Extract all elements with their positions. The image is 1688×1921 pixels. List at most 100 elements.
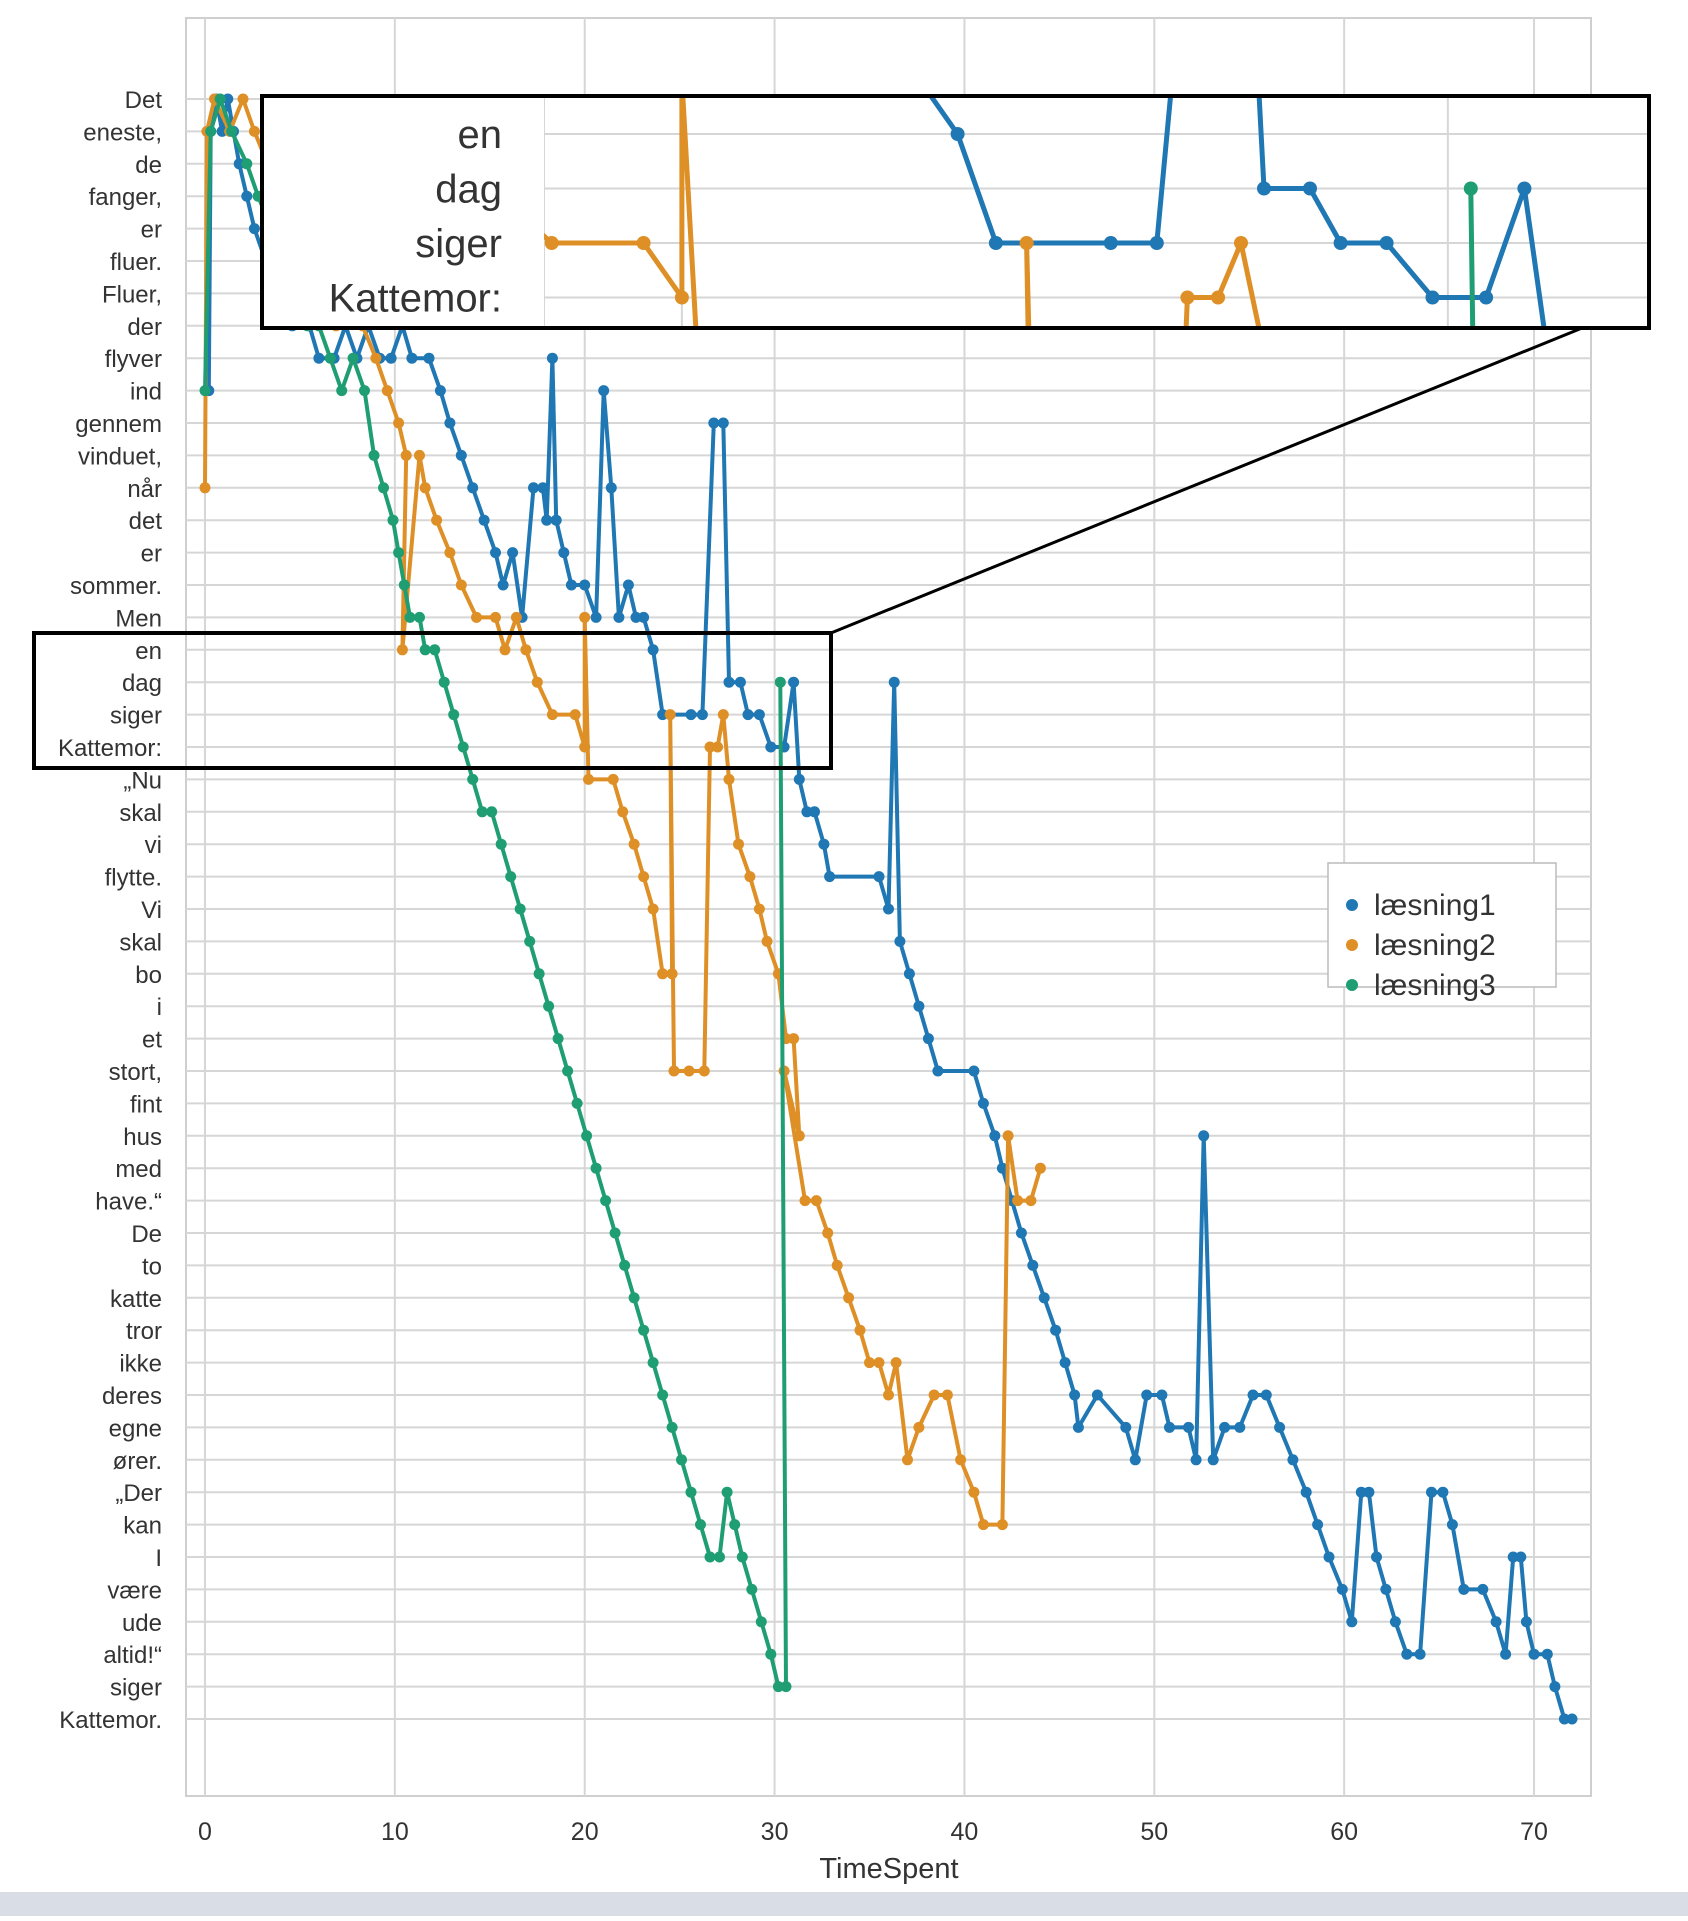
data-point [455,449,467,461]
data-point [406,352,418,364]
data-point [1515,1551,1527,1563]
data-point [524,935,536,947]
data-point [510,611,522,623]
data-point [753,709,765,721]
inset-data-point [1211,290,1226,305]
data-point [486,806,498,818]
y-tick-label: med [115,1156,162,1183]
data-point [1287,1454,1299,1466]
inset-word-label: siger [415,222,502,266]
data-point [809,806,820,818]
data-point [854,1324,866,1336]
y-tick-label: fluer. [110,249,162,276]
data-point [996,1162,1008,1174]
y-tick-label: flytte. [105,865,162,892]
inset-word-label: Kattemor: [329,277,502,321]
x-tick-label: 40 [951,1818,979,1846]
data-point [457,741,469,753]
data-point [668,1065,680,1077]
data-point [1446,1519,1458,1531]
data-point [1069,1389,1081,1401]
data-point [717,417,729,429]
data-point [478,514,490,526]
data-point [1458,1583,1470,1595]
data-point [546,352,558,364]
series-layer [199,93,1578,1725]
x-tick-label: 60 [1330,1818,1358,1846]
data-point [996,1519,1008,1531]
inset-data-point [32,127,46,141]
data-point [237,93,249,105]
data-point [922,1033,934,1045]
zoom-highlight-box [32,631,833,770]
data-point [476,806,488,818]
data-point [1520,1616,1532,1628]
y-tick-label: der [127,314,162,341]
y-tick-label: egne [109,1415,162,1442]
data-point [843,1292,855,1304]
data-point [619,1259,631,1271]
data-point [1380,1583,1392,1595]
y-tick-label: „Der [115,1480,162,1507]
y-tick-label: siger [110,1675,162,1702]
data-point [774,676,786,688]
series-læsning2 [199,93,1046,1531]
data-point [414,449,425,461]
data-point [622,579,634,591]
inset-data-point [988,236,1003,250]
data-point [1190,1454,1202,1466]
y-tick-label: et [142,1027,162,1054]
y-tick-label: De [131,1221,162,1248]
data-point [558,547,570,559]
inset-data-point [1234,236,1248,250]
data-point [1336,1583,1348,1595]
inset-data-point [1379,236,1394,250]
y-tick-label: ude [122,1610,162,1637]
y-tick-label: Kattemor. [59,1707,162,1734]
legend-marker [1346,939,1358,951]
data-point [248,223,260,235]
data-point [495,838,507,850]
data-point [864,1357,875,1369]
y-tick-label: flyver [105,346,162,373]
inset-word-label: en [458,113,503,157]
data-point [1072,1421,1084,1433]
data-point [913,1000,925,1012]
data-point [541,514,553,526]
data-point [423,352,435,364]
data-point [647,903,659,915]
data-point [1414,1648,1426,1660]
data-point [704,1551,716,1563]
y-tick-label: vinduet, [78,443,162,470]
data-point [531,676,543,688]
data-point [941,1389,953,1401]
data-point [657,709,669,721]
inset-data-point [1425,290,1440,305]
data-point [968,1486,980,1498]
data-point [744,871,756,883]
data-point [550,514,562,526]
data-point [1312,1519,1324,1531]
y-tick-label: have.“ [95,1189,162,1216]
y-tick-label: Fluer, [102,281,162,308]
data-point [765,1648,777,1660]
inset-data-point [950,127,965,141]
y-tick-label: er [141,541,162,568]
data-point [569,709,581,721]
data-point [1401,1648,1413,1660]
data-point [1490,1616,1502,1628]
data-point [647,1357,659,1369]
data-point [903,968,915,980]
data-point [696,709,708,721]
data-point [600,1195,612,1207]
y-tick-label: kan [123,1513,162,1540]
y-tick-label: en [135,638,162,665]
data-point [1426,1486,1437,1498]
data-point [505,871,517,883]
data-point [336,385,348,397]
legend-entry: læsning1 [1374,889,1496,922]
data-point [387,514,399,526]
data-point [708,417,720,429]
